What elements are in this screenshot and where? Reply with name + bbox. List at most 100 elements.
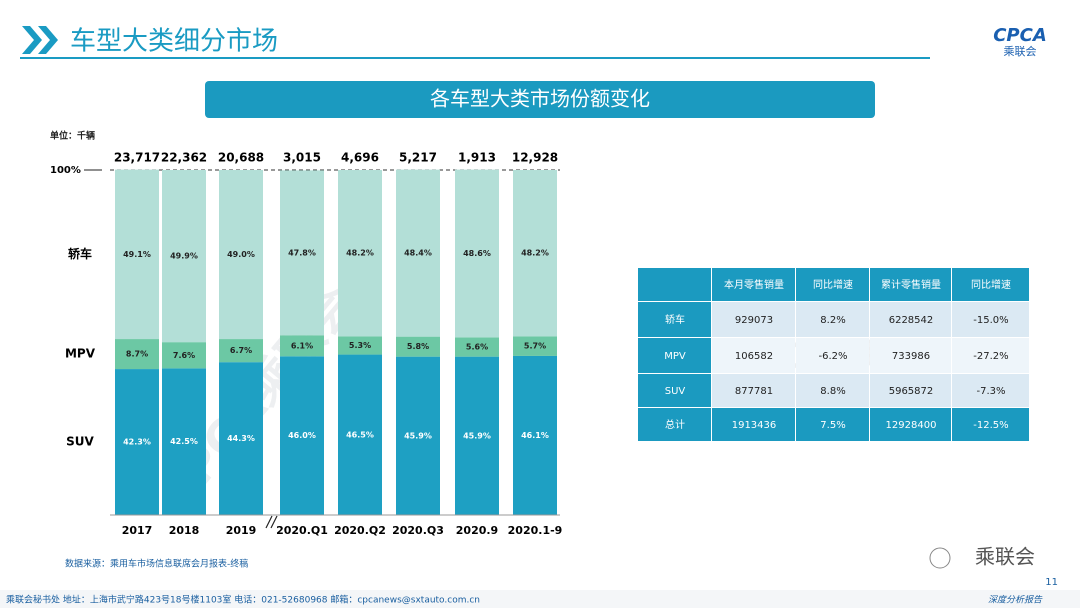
value-label: 45.9% [463,431,491,440]
table-text: -12.5% [973,420,1008,431]
unit: 单位：千辆 [50,130,95,142]
footer-tag: 深度分析报告 [988,595,1043,606]
table-text: -7.3% [976,386,1005,397]
table-cell [952,338,1029,373]
wechat-name: 乘联会 [975,545,1035,569]
page-number: 11 [1045,577,1058,588]
value-label: 42.5% [170,437,198,446]
table-text: -15.0% [973,315,1008,326]
table-text: 929073 [735,315,773,326]
bar-segment [396,169,440,337]
total-label: 3,015 [283,151,321,165]
table-cell [638,374,711,407]
table-cell [712,338,795,373]
bar-segment [280,356,324,515]
page-title: 车型大类细分市场 [70,27,278,57]
bar-segment [513,170,557,337]
value-label: 8.7% [126,350,148,359]
x-tick-label: 2020.Q2 [334,524,386,537]
logo-sub: 乘联会 [1004,45,1037,58]
value-label: 5.7% [524,342,546,351]
table-cell [712,268,795,301]
bar-segment [219,339,263,363]
table-cell [952,408,1029,441]
x-tick-label: 2017 [122,524,153,537]
bar-segment [280,170,324,336]
bar-segment [162,368,206,515]
bar-segment [396,336,440,357]
table-text: -6.2% [818,351,847,362]
axis-break [270,515,278,529]
table-cell [796,338,869,373]
table-text: 累计零售销量 [881,278,941,291]
bar-segment [338,354,382,515]
total-label: 20,688 [218,151,264,165]
table-cell [796,374,869,407]
table-text: 7.5% [820,420,845,431]
table-text: 877781 [735,386,773,397]
table-text: 1913436 [732,420,777,431]
table-cell [870,338,951,373]
table-text: -27.2% [973,351,1008,362]
logo: CPCA [993,25,1047,46]
value-label: 48.2% [346,249,374,258]
bar-segment [280,335,324,357]
value-label: 49.1% [123,250,151,259]
axis-break [265,515,273,529]
table-text: 106582 [735,351,773,362]
table-text: 5965872 [889,386,934,397]
bar-segment [455,337,499,357]
table-text: MPV [664,351,686,362]
value-label: 49.9% [170,252,198,261]
bar-segment [115,369,159,515]
value-label: 48.4% [404,249,432,258]
footer-bar [0,590,1080,608]
total-label: 1,913 [458,151,496,165]
footer-address: 乘联会秘书处 地址：上海市武宁路423号18号楼1103室 电话：021-526… [6,594,480,606]
value-label: 7.6% [173,351,195,360]
bar-segment [455,169,499,338]
bar-segment [338,336,382,355]
bar-segment [115,339,159,370]
value-label: 6.7% [230,346,252,355]
series-label: MPV [65,347,96,361]
value-label: 5.3% [349,341,371,350]
bar-segment [513,355,557,515]
table-text: 本月零售销量 [724,278,784,291]
x-tick-label: 2020.1-9 [508,524,563,537]
value-label: 48.2% [521,249,549,258]
table-text: 8.2% [820,315,845,326]
table-text: 同比增速 [971,278,1011,291]
value-label: 42.3% [123,438,151,447]
value-label: 5.8% [407,342,429,351]
value-label: 5.6% [466,342,488,351]
total-label: 22,362 [161,151,207,165]
wechat-icon [929,547,951,569]
table-cell [952,374,1029,407]
bar-segment [162,342,206,369]
bar-segment [162,170,206,343]
bar-segment [219,362,263,515]
bar-segment [513,336,557,356]
table-cell [638,268,711,301]
value-label: 47.8% [288,248,316,257]
chevron [38,26,58,54]
x-tick-label: 2019 [226,524,257,537]
table-text: 同比增速 [813,278,853,291]
total-label: 5,217 [399,151,437,165]
value-label: 46.0% [288,431,316,440]
bar-segment [338,170,382,337]
table-cell [870,374,951,407]
bar-segment [396,356,440,515]
table-cell [952,302,1029,337]
y-tick-label: 100% [50,165,81,176]
table-text: 6228542 [889,315,934,326]
table-cell [952,268,1029,301]
source: 数据来源：乘用车市场信息联席会月报表-终稿 [65,558,248,570]
table-cell [712,302,795,337]
series-label: SUV [66,435,94,449]
table-cell [638,338,711,373]
value-label: 46.5% [346,430,374,439]
table-cell [870,302,951,337]
